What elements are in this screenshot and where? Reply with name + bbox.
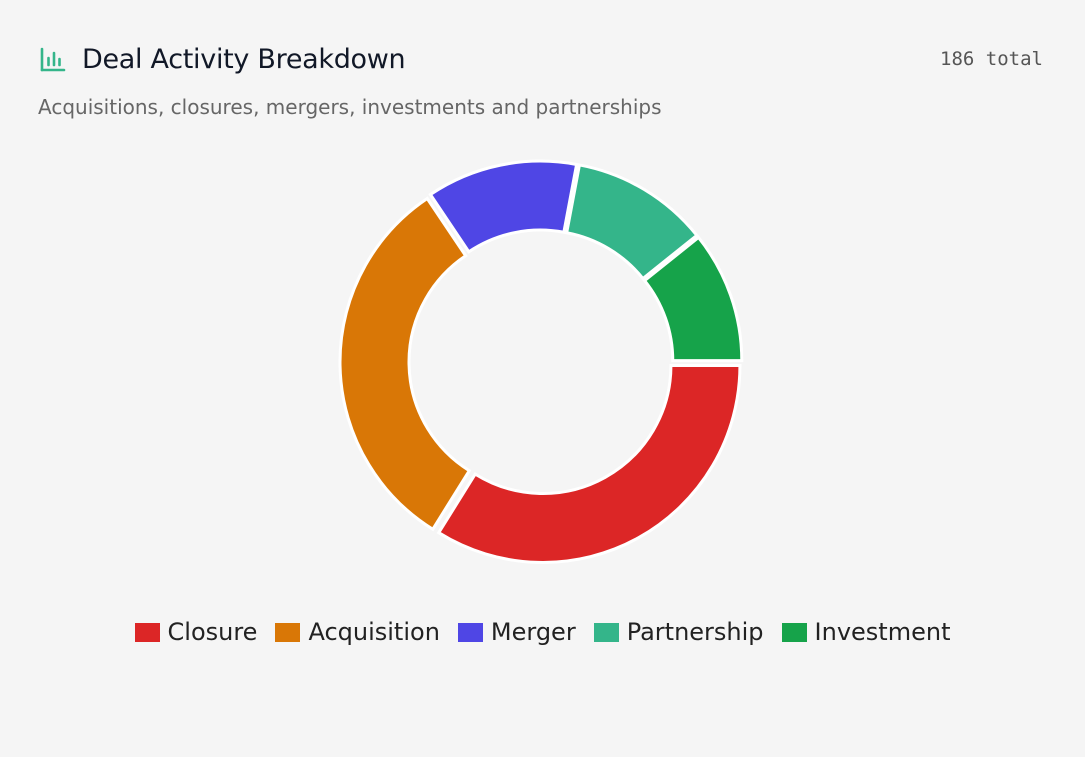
legend-label: Closure (167, 618, 258, 646)
donut-slice-investment[interactable] (642, 235, 744, 363)
donut-slice-closure[interactable] (436, 363, 742, 564)
legend-swatch (275, 622, 301, 642)
legend-label: Investment (814, 618, 951, 646)
legend-item-merger[interactable]: Merger (457, 618, 576, 646)
legend-label: Acquisition (308, 618, 440, 646)
legend-swatch (781, 622, 807, 642)
legend-item-partnership[interactable]: Partnership (593, 618, 764, 646)
legend-label: Partnership (626, 618, 764, 646)
legend-item-closure[interactable]: Closure (134, 618, 258, 646)
bar-chart-icon (38, 46, 66, 74)
donut-slice-partnership[interactable] (564, 163, 699, 281)
chart-title: Deal Activity Breakdown (82, 44, 406, 75)
legend-swatch (457, 622, 483, 642)
legend-swatch (134, 622, 160, 642)
donut-slice-acquisition[interactable] (338, 196, 472, 532)
chart-subtitle: Acquisitions, closures, mergers, investm… (38, 95, 662, 119)
total-count: 186 total (940, 48, 1043, 70)
chart-legend: Closure Acquisition Merger Partnership Inves… (0, 618, 1085, 646)
donut-slice-merger[interactable] (428, 159, 579, 254)
legend-label: Merger (490, 618, 576, 646)
legend-swatch (593, 622, 619, 642)
chart-header: Deal Activity Breakdown (38, 44, 406, 75)
legend-item-investment[interactable]: Investment (781, 618, 951, 646)
legend-item-acquisition[interactable]: Acquisition (275, 618, 440, 646)
